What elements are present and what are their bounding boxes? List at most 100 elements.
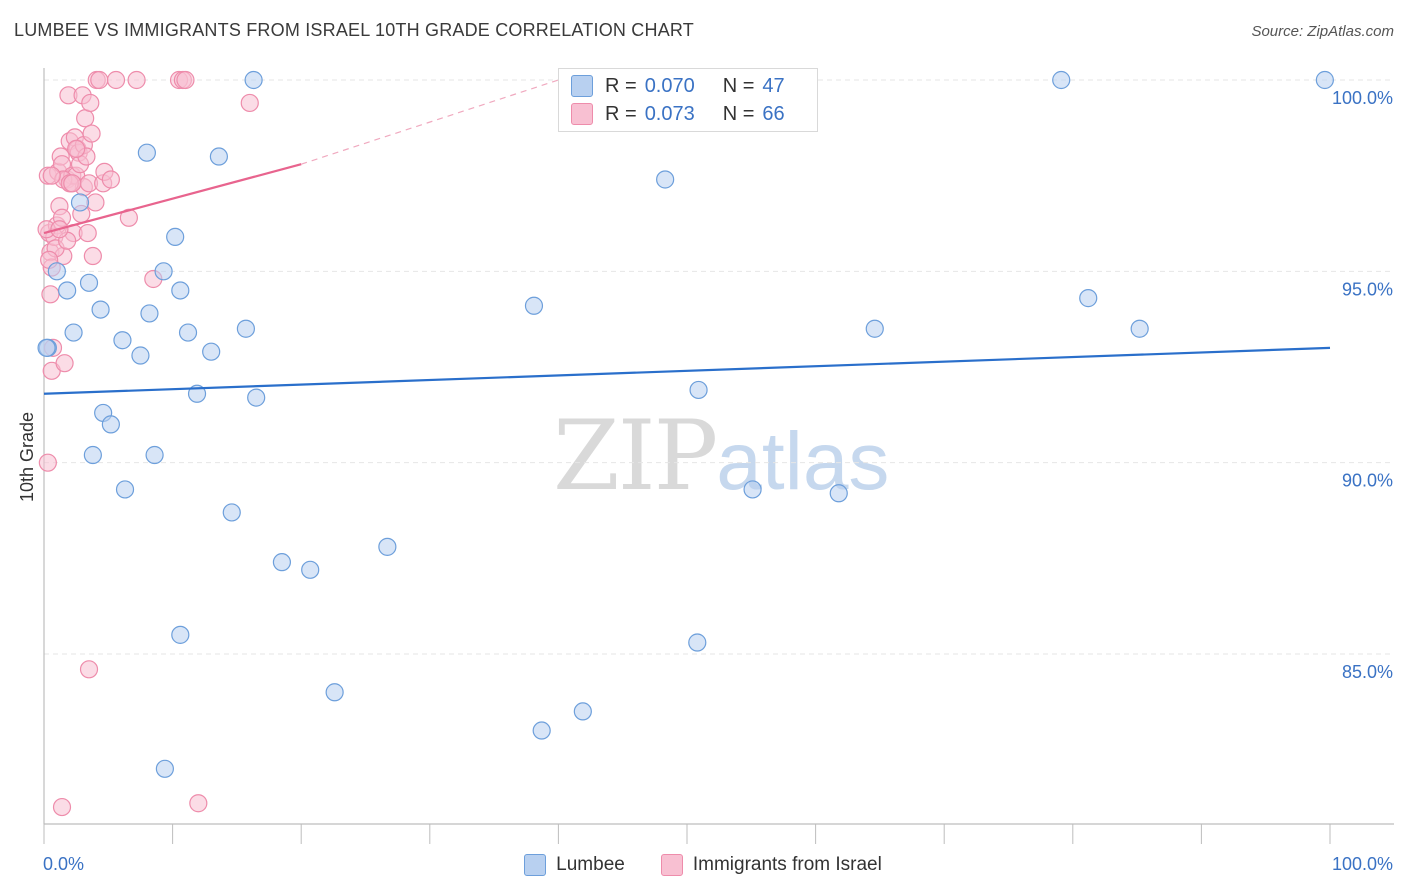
trend-lines <box>43 79 1331 395</box>
point-lumbee <box>247 388 266 407</box>
point-lumbee <box>91 300 110 319</box>
point-lumbee <box>154 262 173 281</box>
legend-n-value: 47 <box>762 74 785 97</box>
point-lumbee <box>236 319 256 338</box>
point-lumbee <box>1315 70 1334 90</box>
legend-n-label: N = <box>722 74 755 97</box>
point-lumbee <box>532 721 551 740</box>
chart-title: LUMBEE VS IMMIGRANTS FROM ISRAEL 10TH GR… <box>14 20 694 40</box>
point-lumbee <box>155 759 174 778</box>
legend-row-israel: R = 0.073 N = 66 <box>571 102 785 126</box>
bottom-legend: Lumbee Immigrants from Israel <box>0 852 1406 878</box>
point-lumbee <box>202 342 221 361</box>
legend-n-value: 66 <box>762 102 785 125</box>
legend-r-label: R = <box>605 102 637 125</box>
point-lumbee <box>689 380 708 400</box>
point-lumbee <box>688 633 707 652</box>
point-lumbee <box>101 415 120 434</box>
y-tick-label: 95.0% <box>1342 279 1393 299</box>
series-lumbee-points <box>37 70 1334 778</box>
point-lumbee <box>829 484 848 503</box>
bottom-legend-lumbee[interactable]: Lumbee <box>524 854 625 876</box>
point-israel <box>42 166 61 185</box>
point-israel <box>41 285 60 304</box>
point-lumbee <box>113 331 132 350</box>
point-lumbee <box>222 503 241 522</box>
point-lumbee <box>178 323 198 342</box>
stats-legend: R = 0.070 N = 47 R = 0.073 N = 66 <box>558 68 818 132</box>
point-lumbee <box>70 193 90 212</box>
y-tick-label: 100.0% <box>1332 88 1393 108</box>
point-lumbee <box>145 445 164 465</box>
y-tick-label: 90.0% <box>1342 471 1393 491</box>
point-lumbee <box>137 143 156 162</box>
trend-line-lumbee <box>43 346 1331 395</box>
y-axis-label: 10th Grade <box>17 412 37 502</box>
point-lumbee <box>656 170 675 189</box>
point-lumbee <box>378 537 397 556</box>
point-lumbee <box>64 323 83 342</box>
point-lumbee <box>244 70 263 90</box>
point-israel <box>52 797 72 817</box>
point-lumbee <box>573 702 592 721</box>
point-israel <box>101 170 120 189</box>
point-lumbee <box>58 281 77 300</box>
point-israel <box>78 223 97 243</box>
point-lumbee <box>47 262 66 281</box>
bottom-legend-label-israel: Immigrants from Israel <box>692 854 882 875</box>
point-lumbee <box>171 281 190 300</box>
x-tick-label: 0.0% <box>43 854 84 874</box>
point-lumbee <box>115 480 135 499</box>
point-israel <box>67 139 86 158</box>
bottom-legend-swatch-lumbee <box>524 854 547 876</box>
watermark: ZIPatlas <box>553 400 889 512</box>
point-israel <box>76 109 95 128</box>
legend-n-label: N = <box>722 102 755 125</box>
point-lumbee <box>83 445 102 465</box>
axes <box>43 68 1394 844</box>
point-lumbee <box>1079 289 1098 308</box>
watermark-zip: ZIP <box>553 400 718 512</box>
point-israel <box>83 246 102 266</box>
point-israel <box>106 70 126 90</box>
point-lumbee <box>1052 70 1071 90</box>
grid-lines <box>44 79 1394 655</box>
legend-swatch-lumbee <box>571 75 593 97</box>
point-lumbee <box>524 296 544 315</box>
point-lumbee <box>209 147 228 166</box>
source-label: Source: ZipAtlas.com <box>1251 23 1394 40</box>
point-lumbee <box>272 553 292 572</box>
point-lumbee <box>865 319 884 338</box>
point-israel <box>82 124 101 143</box>
x-tick-label: 100.0% <box>1332 854 1393 874</box>
trend-line-israel-extrapolated <box>301 79 559 165</box>
point-lumbee <box>743 480 762 499</box>
legend-r-label: R = <box>605 74 637 97</box>
bottom-legend-swatch-israel <box>660 854 683 876</box>
point-lumbee <box>131 346 150 365</box>
point-lumbee <box>1130 319 1149 338</box>
point-israel <box>86 193 105 212</box>
point-israel <box>38 453 57 472</box>
bottom-legend-label-lumbee: Lumbee <box>556 854 625 875</box>
legend-r-value: 0.073 <box>644 102 695 125</box>
bottom-legend-israel[interactable]: Immigrants from Israel <box>660 854 882 876</box>
point-israel <box>189 794 208 813</box>
trend-line-israel <box>43 163 302 235</box>
point-israel <box>63 174 82 193</box>
point-israel <box>127 70 146 90</box>
legend-r-value: 0.070 <box>644 74 695 97</box>
point-israel <box>240 93 259 113</box>
point-israel <box>90 70 109 90</box>
tick-labels: 85.0% 90.0% 95.0% 100.0% 0.0% 100.0% 10th Grad… <box>17 88 1393 874</box>
series-israel-points <box>37 70 259 817</box>
legend-row-lumbee: R = 0.070 N = 47 <box>571 74 785 98</box>
point-lumbee <box>37 338 56 357</box>
point-lumbee <box>301 560 320 579</box>
point-lumbee <box>171 625 190 644</box>
y-tick-label: 85.0% <box>1342 662 1393 682</box>
legend-swatch-israel <box>571 103 593 125</box>
point-israel <box>176 70 195 90</box>
point-israel <box>81 93 100 113</box>
